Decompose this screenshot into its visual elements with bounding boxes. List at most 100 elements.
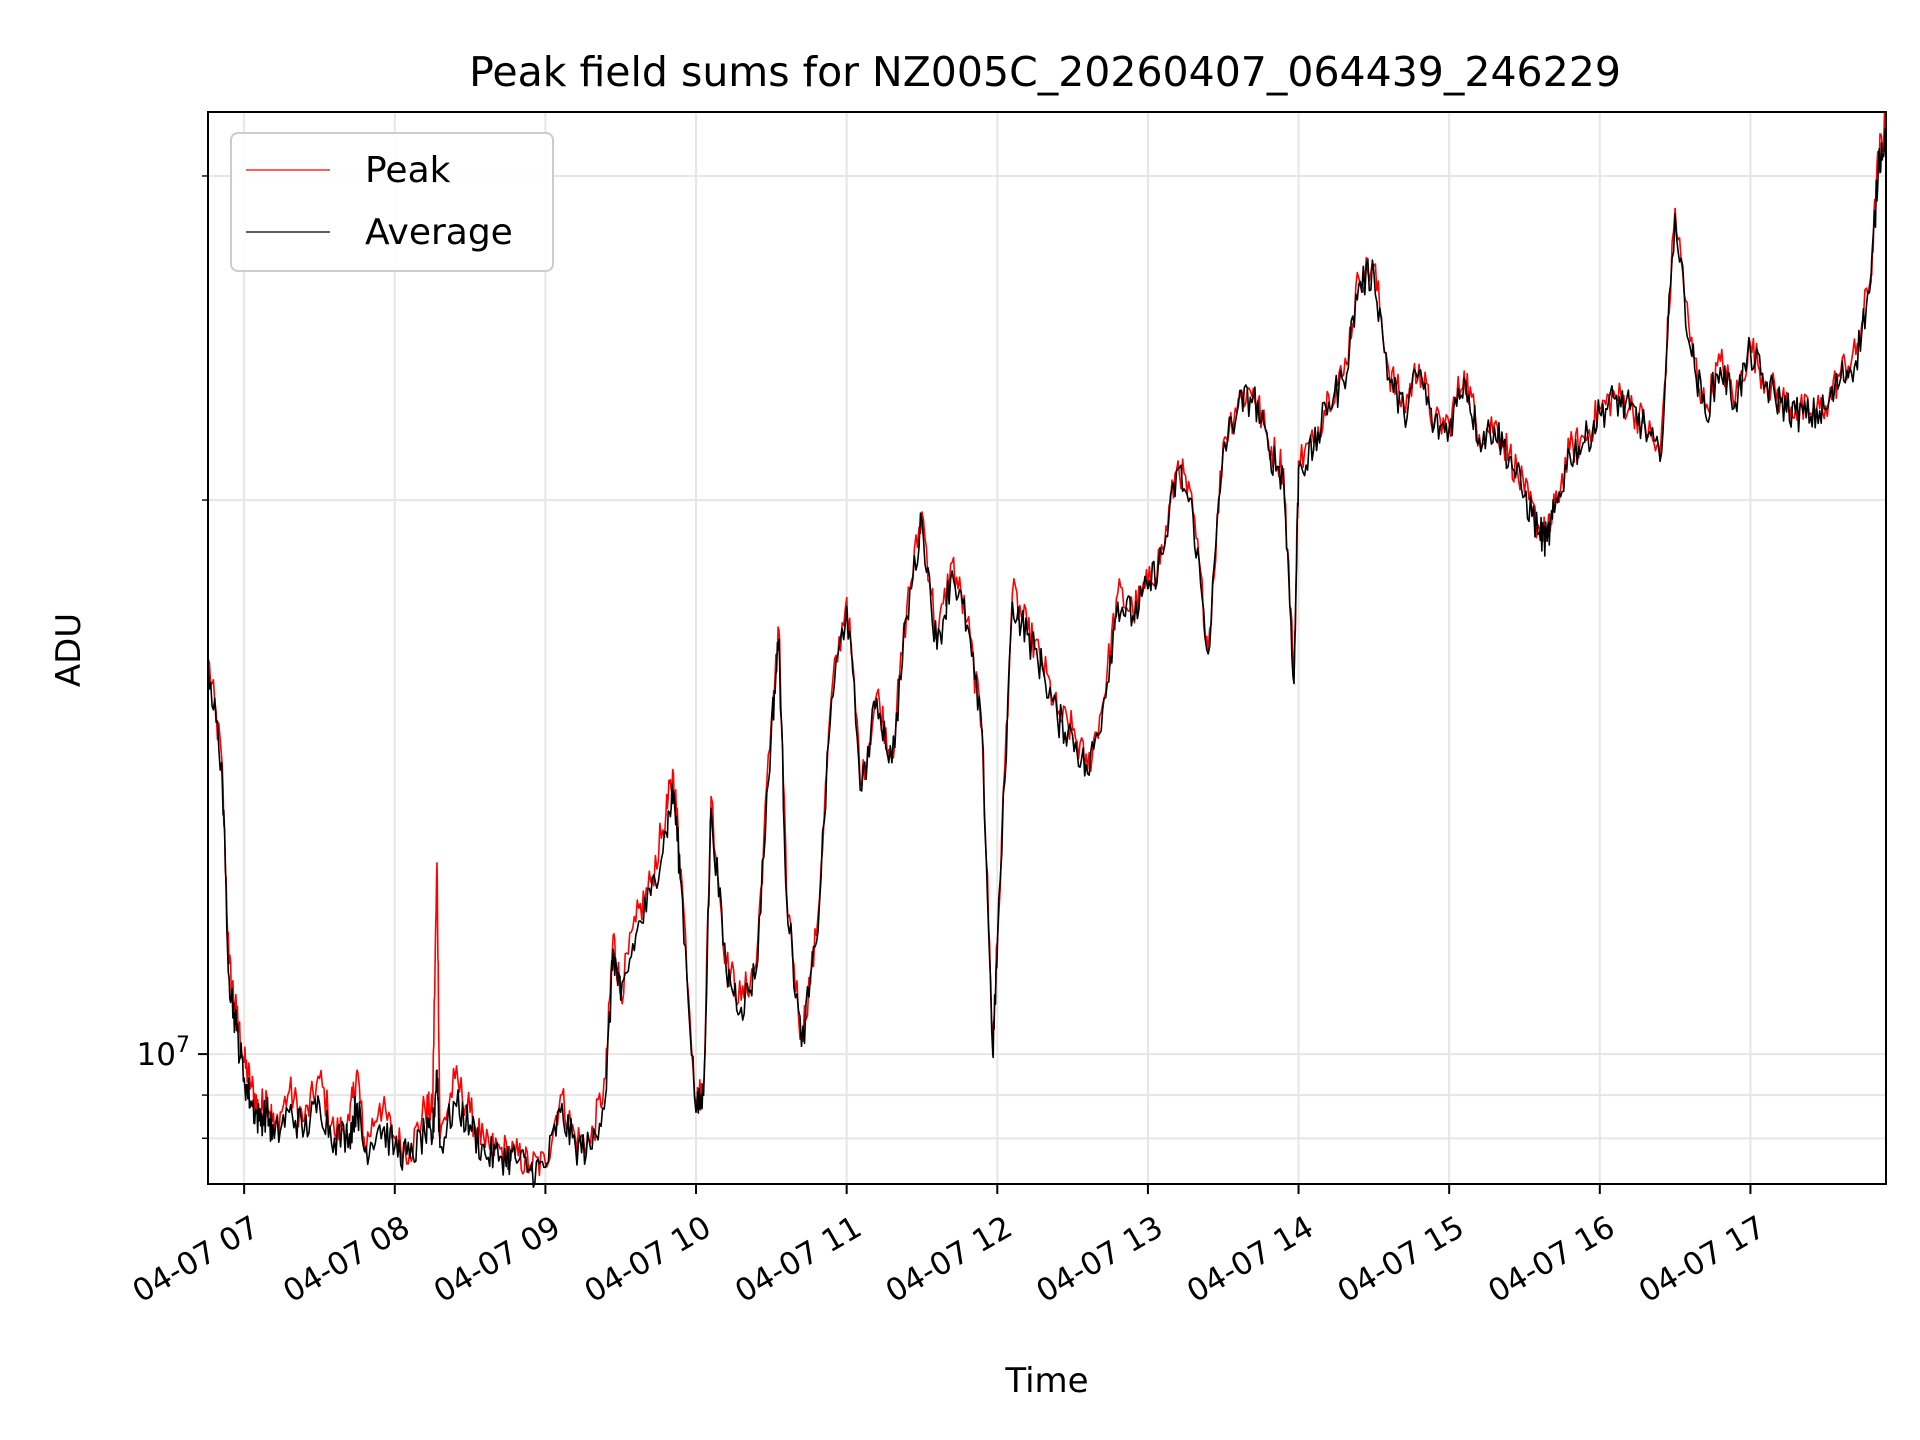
data-point-average — [424, 1133, 426, 1135]
data-point-peak — [740, 999, 743, 1001]
data-point-average — [431, 1137, 434, 1140]
data-point-peak — [1358, 277, 1360, 279]
data-point-peak — [250, 1085, 253, 1088]
data-point-average — [469, 1124, 471, 1126]
data-point-peak — [220, 756, 223, 758]
data-point-average — [1237, 405, 1240, 407]
data-point-peak — [1342, 373, 1345, 376]
data-point-peak — [778, 629, 780, 631]
data-point-peak — [559, 1094, 562, 1096]
data-point-average — [454, 1102, 456, 1105]
data-point-average — [1192, 515, 1194, 518]
data-point-average — [1568, 452, 1571, 455]
data-point-average — [363, 1150, 366, 1153]
data-point-peak — [1011, 592, 1014, 595]
data-point-average — [1478, 437, 1481, 440]
data-point-average — [860, 790, 863, 792]
data-point-average — [891, 761, 893, 764]
data-point-peak — [318, 1077, 321, 1080]
data-point-peak — [906, 605, 908, 608]
data-point-average — [378, 1124, 381, 1126]
data-point-average — [1538, 531, 1541, 534]
data-point-peak — [612, 934, 614, 937]
data-point-peak — [1132, 610, 1134, 613]
data-point-peak — [243, 1061, 245, 1063]
data-point-average — [1614, 398, 1616, 400]
y-axis-title: ADU — [49, 613, 89, 687]
legend: Peak Average — [230, 132, 554, 272]
data-point-average — [499, 1155, 502, 1158]
data-point-average — [1433, 426, 1435, 429]
data-point-average — [288, 1111, 291, 1113]
data-point-average — [1388, 377, 1390, 379]
data-point-peak — [921, 511, 923, 513]
data-point-average — [1659, 460, 1661, 462]
data-point-average — [906, 615, 908, 617]
data-point-average — [1132, 615, 1134, 617]
data-point-peak — [951, 561, 953, 564]
data-point-average — [1523, 495, 1526, 497]
data-point-average — [243, 1077, 245, 1080]
data-point-average — [1583, 441, 1586, 444]
data-point-peak — [333, 1133, 336, 1135]
data-point-average — [1553, 511, 1556, 513]
data-point-peak — [499, 1148, 502, 1150]
data-point-average — [333, 1137, 336, 1140]
data-point-peak — [1222, 441, 1225, 444]
data-point-average — [830, 697, 833, 700]
data-point-average — [1267, 448, 1270, 451]
data-point-peak — [1809, 412, 1812, 414]
data-point-peak — [1719, 360, 1722, 362]
data-point-average — [1855, 360, 1857, 362]
legend-label-average: Average — [365, 212, 513, 253]
legend-label-peak: Peak — [365, 150, 451, 191]
data-point-average — [1840, 377, 1842, 379]
data-point-average — [1877, 161, 1880, 164]
data-point-average — [1252, 394, 1255, 397]
series-lines — [207, 112, 1887, 1188]
data-point-peak — [356, 1069, 358, 1072]
data-point-average — [845, 605, 848, 608]
data-point-average — [1870, 280, 1872, 282]
data-point-average — [680, 881, 682, 883]
data-point-average — [1448, 426, 1450, 429]
data-point-peak — [265, 1094, 268, 1096]
data-point-peak — [665, 813, 667, 816]
data-point-average — [740, 1006, 743, 1009]
data-point-peak — [1252, 387, 1255, 390]
plot-frame — [207, 111, 1887, 1185]
y-axis: 107 — [137, 175, 208, 1140]
data-point-average — [1222, 448, 1225, 451]
data-point-average — [966, 624, 968, 627]
data-point-average — [514, 1157, 517, 1159]
data-point-average — [770, 729, 773, 731]
data-point-average — [265, 1111, 268, 1113]
data-point-average — [484, 1153, 486, 1156]
data-point-average — [996, 948, 999, 951]
data-point-peak — [1674, 207, 1676, 210]
data-point-average — [303, 1128, 306, 1131]
data-point-average — [1293, 682, 1295, 685]
data-point-peak — [634, 921, 637, 923]
data-point-average — [619, 999, 622, 1001]
data-point-average — [778, 638, 780, 641]
data-point-peak — [672, 773, 675, 775]
data-point-average — [702, 1094, 705, 1096]
data-point-average — [1373, 271, 1375, 273]
data-point-peak — [469, 1111, 471, 1113]
data-point-average — [800, 1045, 803, 1047]
data-point-average — [1011, 601, 1014, 604]
data-point-average — [1779, 401, 1782, 404]
data-point-peak — [830, 692, 833, 695]
data-point-average — [529, 1169, 532, 1171]
data-point-average — [1734, 401, 1737, 404]
data-point-average — [559, 1111, 562, 1113]
data-point-average — [1824, 408, 1827, 411]
data-point-peak — [1463, 370, 1466, 372]
data-point-average — [1358, 283, 1360, 286]
data-point-average — [1764, 384, 1767, 386]
data-point-peak — [288, 1090, 291, 1092]
data-point-average — [1312, 448, 1315, 451]
data-point-average — [1704, 412, 1707, 414]
data-point-average — [1403, 412, 1405, 414]
